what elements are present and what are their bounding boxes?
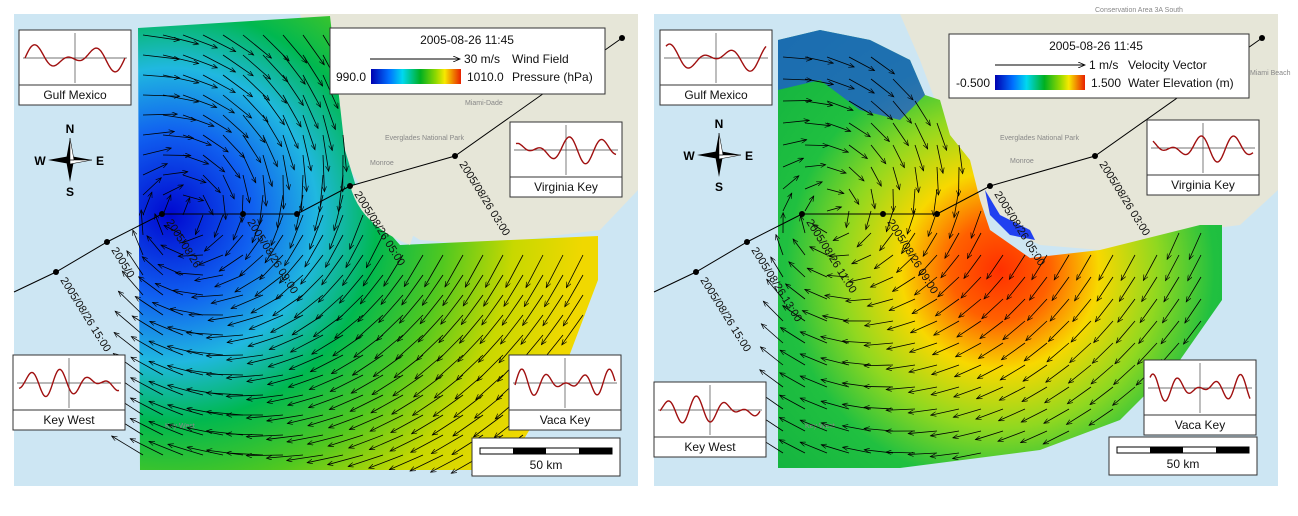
track-point (1092, 153, 1098, 159)
track-point (104, 239, 110, 245)
compass-e-label: E (745, 149, 753, 163)
station-inset: Gulf Mexico (19, 30, 131, 105)
scale-bar: 50 km (472, 438, 620, 476)
track-point (744, 239, 750, 245)
station-label: Vaca Key (1175, 418, 1225, 432)
scale-segment (1216, 447, 1249, 453)
track-point (880, 211, 886, 217)
station-label: Key West (684, 440, 736, 454)
track-point (1259, 35, 1265, 41)
vector-value: 30 m/s (464, 52, 500, 66)
map-label: Everglades National Park (385, 135, 464, 142)
map-label: Miami Beach (1250, 70, 1291, 77)
map-label: Monroe (370, 160, 394, 167)
legend-time: 2005-08-26 11:45 (420, 33, 514, 47)
track-point (934, 211, 940, 217)
colorbar-max: 1010.0 (467, 70, 504, 84)
scale-segment (579, 448, 612, 454)
track-point (799, 211, 805, 217)
colorbar (995, 75, 1085, 90)
scale-bar: 50 km (1109, 437, 1257, 475)
station-label: Virginia Key (534, 180, 598, 194)
station-inset: Virginia Key (510, 122, 622, 197)
colorbar-label: Pressure (hPa) (512, 70, 593, 84)
track-point (240, 211, 246, 217)
map-label: Everglades National Park (1000, 135, 1079, 142)
track-point (987, 183, 993, 189)
map-label: Key West (165, 423, 195, 430)
track-point (159, 211, 165, 217)
scale-label: 50 km (530, 458, 563, 472)
station-label: Gulf Mexico (684, 88, 748, 102)
station-label: Gulf Mexico (43, 88, 107, 102)
station-inset: Vaca Key (509, 355, 621, 430)
colorbar-label: Water Elevation (m) (1128, 76, 1234, 90)
scale-segment (1150, 447, 1183, 453)
colorbar-max: 1.500 (1091, 76, 1121, 90)
compass-w-label: W (683, 149, 695, 163)
station-inset: Gulf Mexico (660, 30, 772, 105)
vector-label: Wind Field (512, 52, 569, 66)
compass-s-label: S (66, 185, 74, 199)
station-label: Vaca Key (540, 413, 590, 427)
scale-segment (513, 448, 546, 454)
vector-arrow (283, 175, 284, 209)
station-inset: Vaca Key (1144, 360, 1256, 435)
station-label: Key West (43, 413, 95, 427)
scale-label: 50 km (1167, 457, 1200, 471)
vector-label: Velocity Vector (1128, 58, 1207, 72)
map-label: Miami-Dade (465, 100, 503, 107)
compass-s-label: S (715, 180, 723, 194)
vector-arrow (163, 155, 191, 156)
track-point (693, 269, 699, 275)
track-point (347, 183, 353, 189)
colorbar-min: 990.0 (336, 70, 366, 84)
water-legend: 2005-08-26 11:45 1 m/s Velocity Vector -… (949, 34, 1249, 98)
compass-w-label: W (34, 154, 46, 168)
colorbar (371, 69, 461, 84)
station-inset: Key West (654, 382, 766, 457)
map-label: Conservation Area 3A South (1095, 7, 1183, 14)
track-point (619, 35, 625, 41)
wind-legend: 2005-08-26 11:45 30 m/s Wind Field 990.0… (330, 28, 605, 94)
station-inset: Key West (13, 355, 125, 430)
vector-value: 1 m/s (1089, 58, 1118, 72)
compass-n-label: N (66, 122, 75, 136)
station-label: Virginia Key (1171, 178, 1235, 192)
track-point (294, 211, 300, 217)
map-label: Monroe (1010, 158, 1034, 165)
colorbar-min: -0.500 (956, 76, 990, 90)
station-inset: Virginia Key (1147, 120, 1259, 195)
track-point (452, 153, 458, 159)
track-point (53, 269, 59, 275)
compass-e-label: E (96, 154, 104, 168)
legend-time: 2005-08-26 11:45 (1049, 39, 1143, 53)
compass-n-label: N (715, 117, 724, 131)
